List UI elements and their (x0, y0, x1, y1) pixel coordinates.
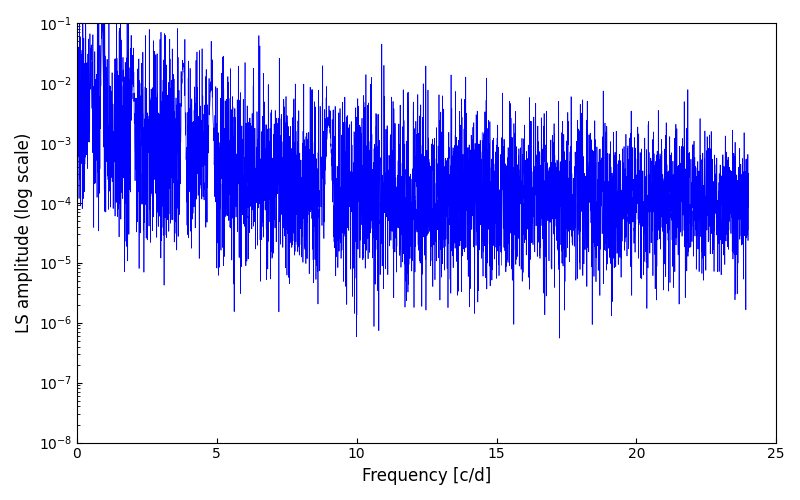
X-axis label: Frequency [c/d]: Frequency [c/d] (362, 467, 491, 485)
Y-axis label: LS amplitude (log scale): LS amplitude (log scale) (15, 132, 33, 333)
